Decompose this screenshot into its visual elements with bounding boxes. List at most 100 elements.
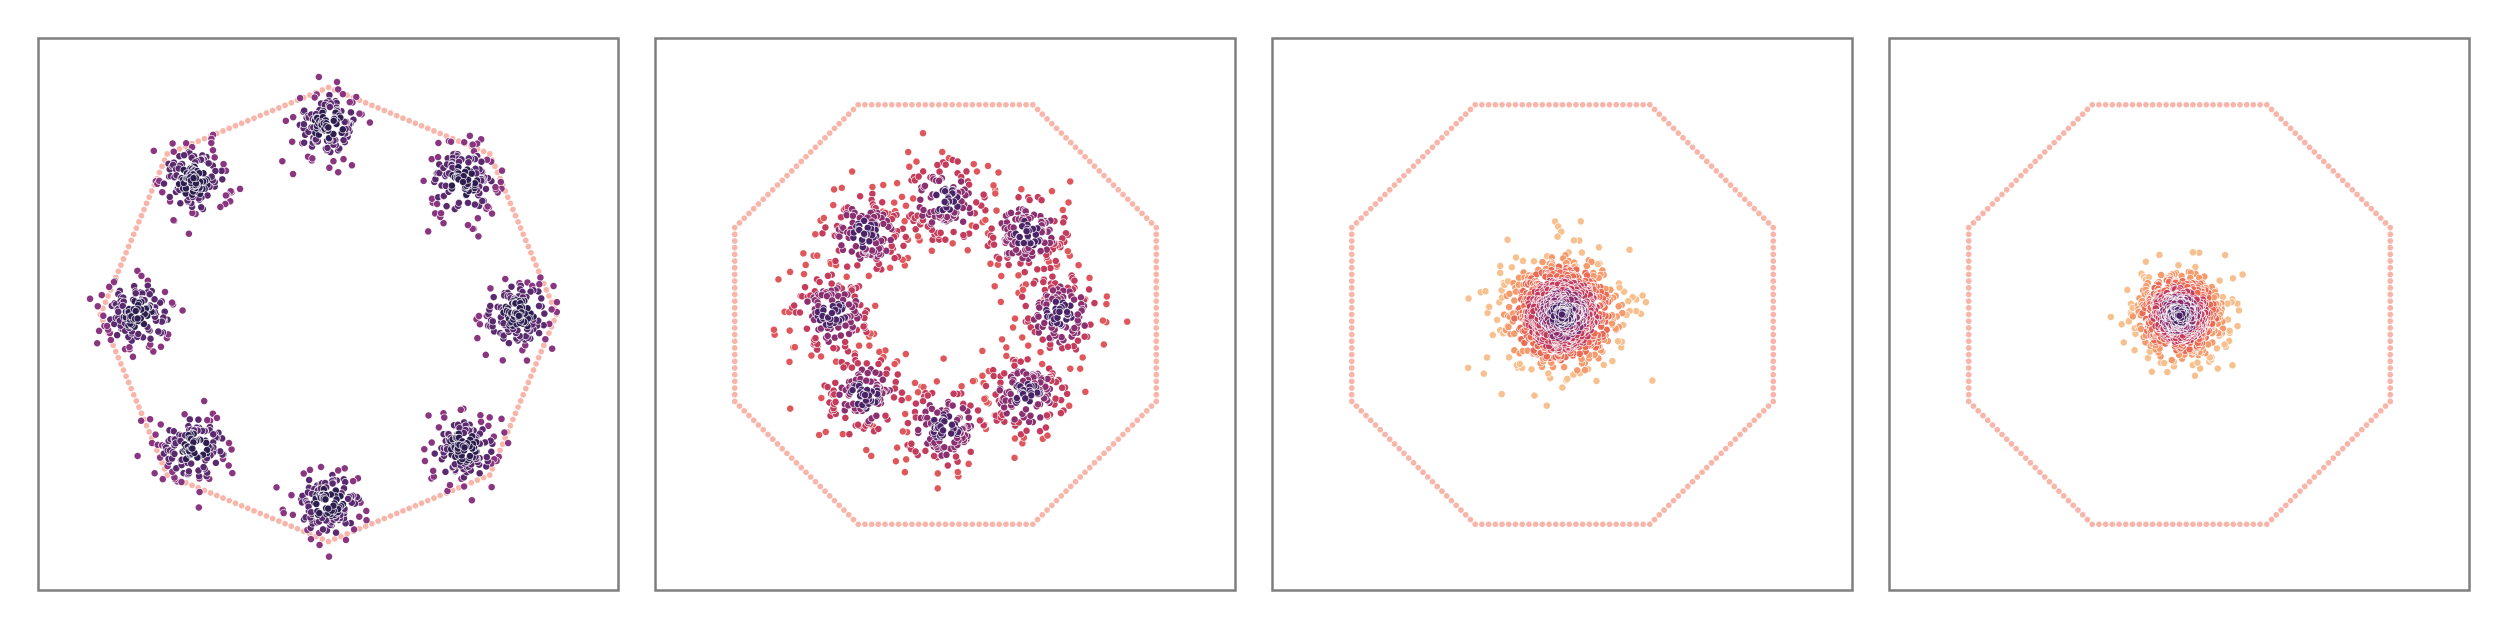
boundary-point xyxy=(1965,324,1973,332)
sample-point xyxy=(972,198,981,207)
boundary-point xyxy=(1395,176,1403,184)
boundary-point xyxy=(1965,331,1973,339)
sample-point xyxy=(504,339,513,348)
boundary-point xyxy=(731,230,739,238)
sample-point xyxy=(994,168,1003,177)
sample-point xyxy=(862,359,871,368)
sample-point xyxy=(803,297,812,306)
sample-point xyxy=(903,419,912,428)
boundary-point xyxy=(2162,101,2170,109)
boundary-point xyxy=(1367,205,1375,213)
boundary-point xyxy=(1371,421,1379,429)
boundary-point xyxy=(1348,237,1356,245)
sample-point xyxy=(156,298,165,307)
boundary-point xyxy=(1466,516,1474,524)
sample-point xyxy=(1022,426,1031,435)
boundary-point xyxy=(845,110,853,118)
sample-point xyxy=(1608,319,1616,328)
sample-point xyxy=(989,233,998,242)
boundary-point xyxy=(802,153,810,161)
boundary-point xyxy=(2386,250,2394,258)
sample-point xyxy=(334,168,343,177)
boundary-point xyxy=(1409,459,1417,467)
boundary-point xyxy=(122,372,130,380)
sample-point xyxy=(1507,263,1516,272)
boundary-point xyxy=(1143,407,1151,415)
sample-point xyxy=(2106,312,2115,321)
boundary-point xyxy=(1665,120,1673,128)
boundary-point xyxy=(112,348,120,356)
boundary-point xyxy=(1433,482,1441,490)
sample-point xyxy=(879,219,888,228)
boundary-point xyxy=(143,422,151,430)
boundary-point xyxy=(424,124,432,132)
boundary-point xyxy=(2216,520,2224,528)
boundary-point xyxy=(2386,397,2394,405)
sample-point xyxy=(338,125,347,134)
sample-point xyxy=(103,322,112,330)
sample-point xyxy=(188,444,197,453)
boundary-point xyxy=(1965,310,1973,318)
sample-point xyxy=(1542,401,1551,410)
sample-point xyxy=(93,302,102,311)
boundary-point xyxy=(778,176,786,184)
sample-point xyxy=(468,140,477,149)
sample-point xyxy=(504,439,513,447)
boundary-point xyxy=(424,497,432,505)
sample-point xyxy=(941,160,950,169)
boundary-point xyxy=(1428,143,1436,151)
sample-point xyxy=(2225,326,2234,335)
boundary-point xyxy=(1498,101,1506,109)
sample-point xyxy=(1560,363,1569,372)
boundary-point xyxy=(915,101,923,109)
sample-point xyxy=(893,179,902,188)
boundary-point xyxy=(2386,310,2394,318)
sample-point xyxy=(1021,394,1030,403)
sample-point xyxy=(801,283,809,292)
sample-point xyxy=(305,476,314,484)
sample-point xyxy=(1563,374,1572,383)
boundary-point xyxy=(754,200,762,208)
boundary-point xyxy=(2386,257,2394,265)
sample-point xyxy=(1557,310,1566,319)
boundary-point xyxy=(731,304,739,312)
boundary-point xyxy=(1152,304,1160,312)
sample-point xyxy=(180,410,189,419)
boundary-point xyxy=(2229,101,2237,109)
boundary-point xyxy=(2386,317,2394,325)
sample-point xyxy=(477,417,485,426)
boundary-point xyxy=(2223,101,2231,109)
sample-point xyxy=(1063,308,1072,316)
boundary-point xyxy=(411,502,419,510)
boundary-point xyxy=(2229,520,2237,528)
boundary-point xyxy=(807,148,815,156)
boundary-point xyxy=(2122,520,2130,528)
boundary-point xyxy=(2377,407,2385,415)
boundary-point xyxy=(2041,148,2049,156)
boundary-point xyxy=(2243,520,2251,528)
boundary-point xyxy=(545,329,553,337)
boundary-point xyxy=(1152,250,1160,258)
boundary-point xyxy=(2041,473,2049,481)
scatter-plot-1 xyxy=(37,37,620,592)
scatter-panel-2 xyxy=(654,37,1237,592)
boundary-point xyxy=(1462,110,1470,118)
sample-point xyxy=(949,227,958,236)
sample-point xyxy=(2119,338,2128,347)
boundary-point xyxy=(1076,473,1084,481)
boundary-point xyxy=(1466,105,1474,113)
boundary-point xyxy=(1612,101,1620,109)
sample-point xyxy=(429,466,438,475)
boundary-point xyxy=(1138,209,1146,217)
sample-point xyxy=(182,139,191,148)
boundary-point xyxy=(2055,134,2063,142)
sample-point xyxy=(1515,359,1524,368)
sample-point xyxy=(1033,265,1042,274)
sample-point xyxy=(114,307,123,316)
boundary-point xyxy=(262,512,270,520)
boundary-point xyxy=(968,101,976,109)
boundary-point xyxy=(2382,402,2390,410)
sample-point xyxy=(973,167,981,176)
boundary-point xyxy=(908,520,916,528)
